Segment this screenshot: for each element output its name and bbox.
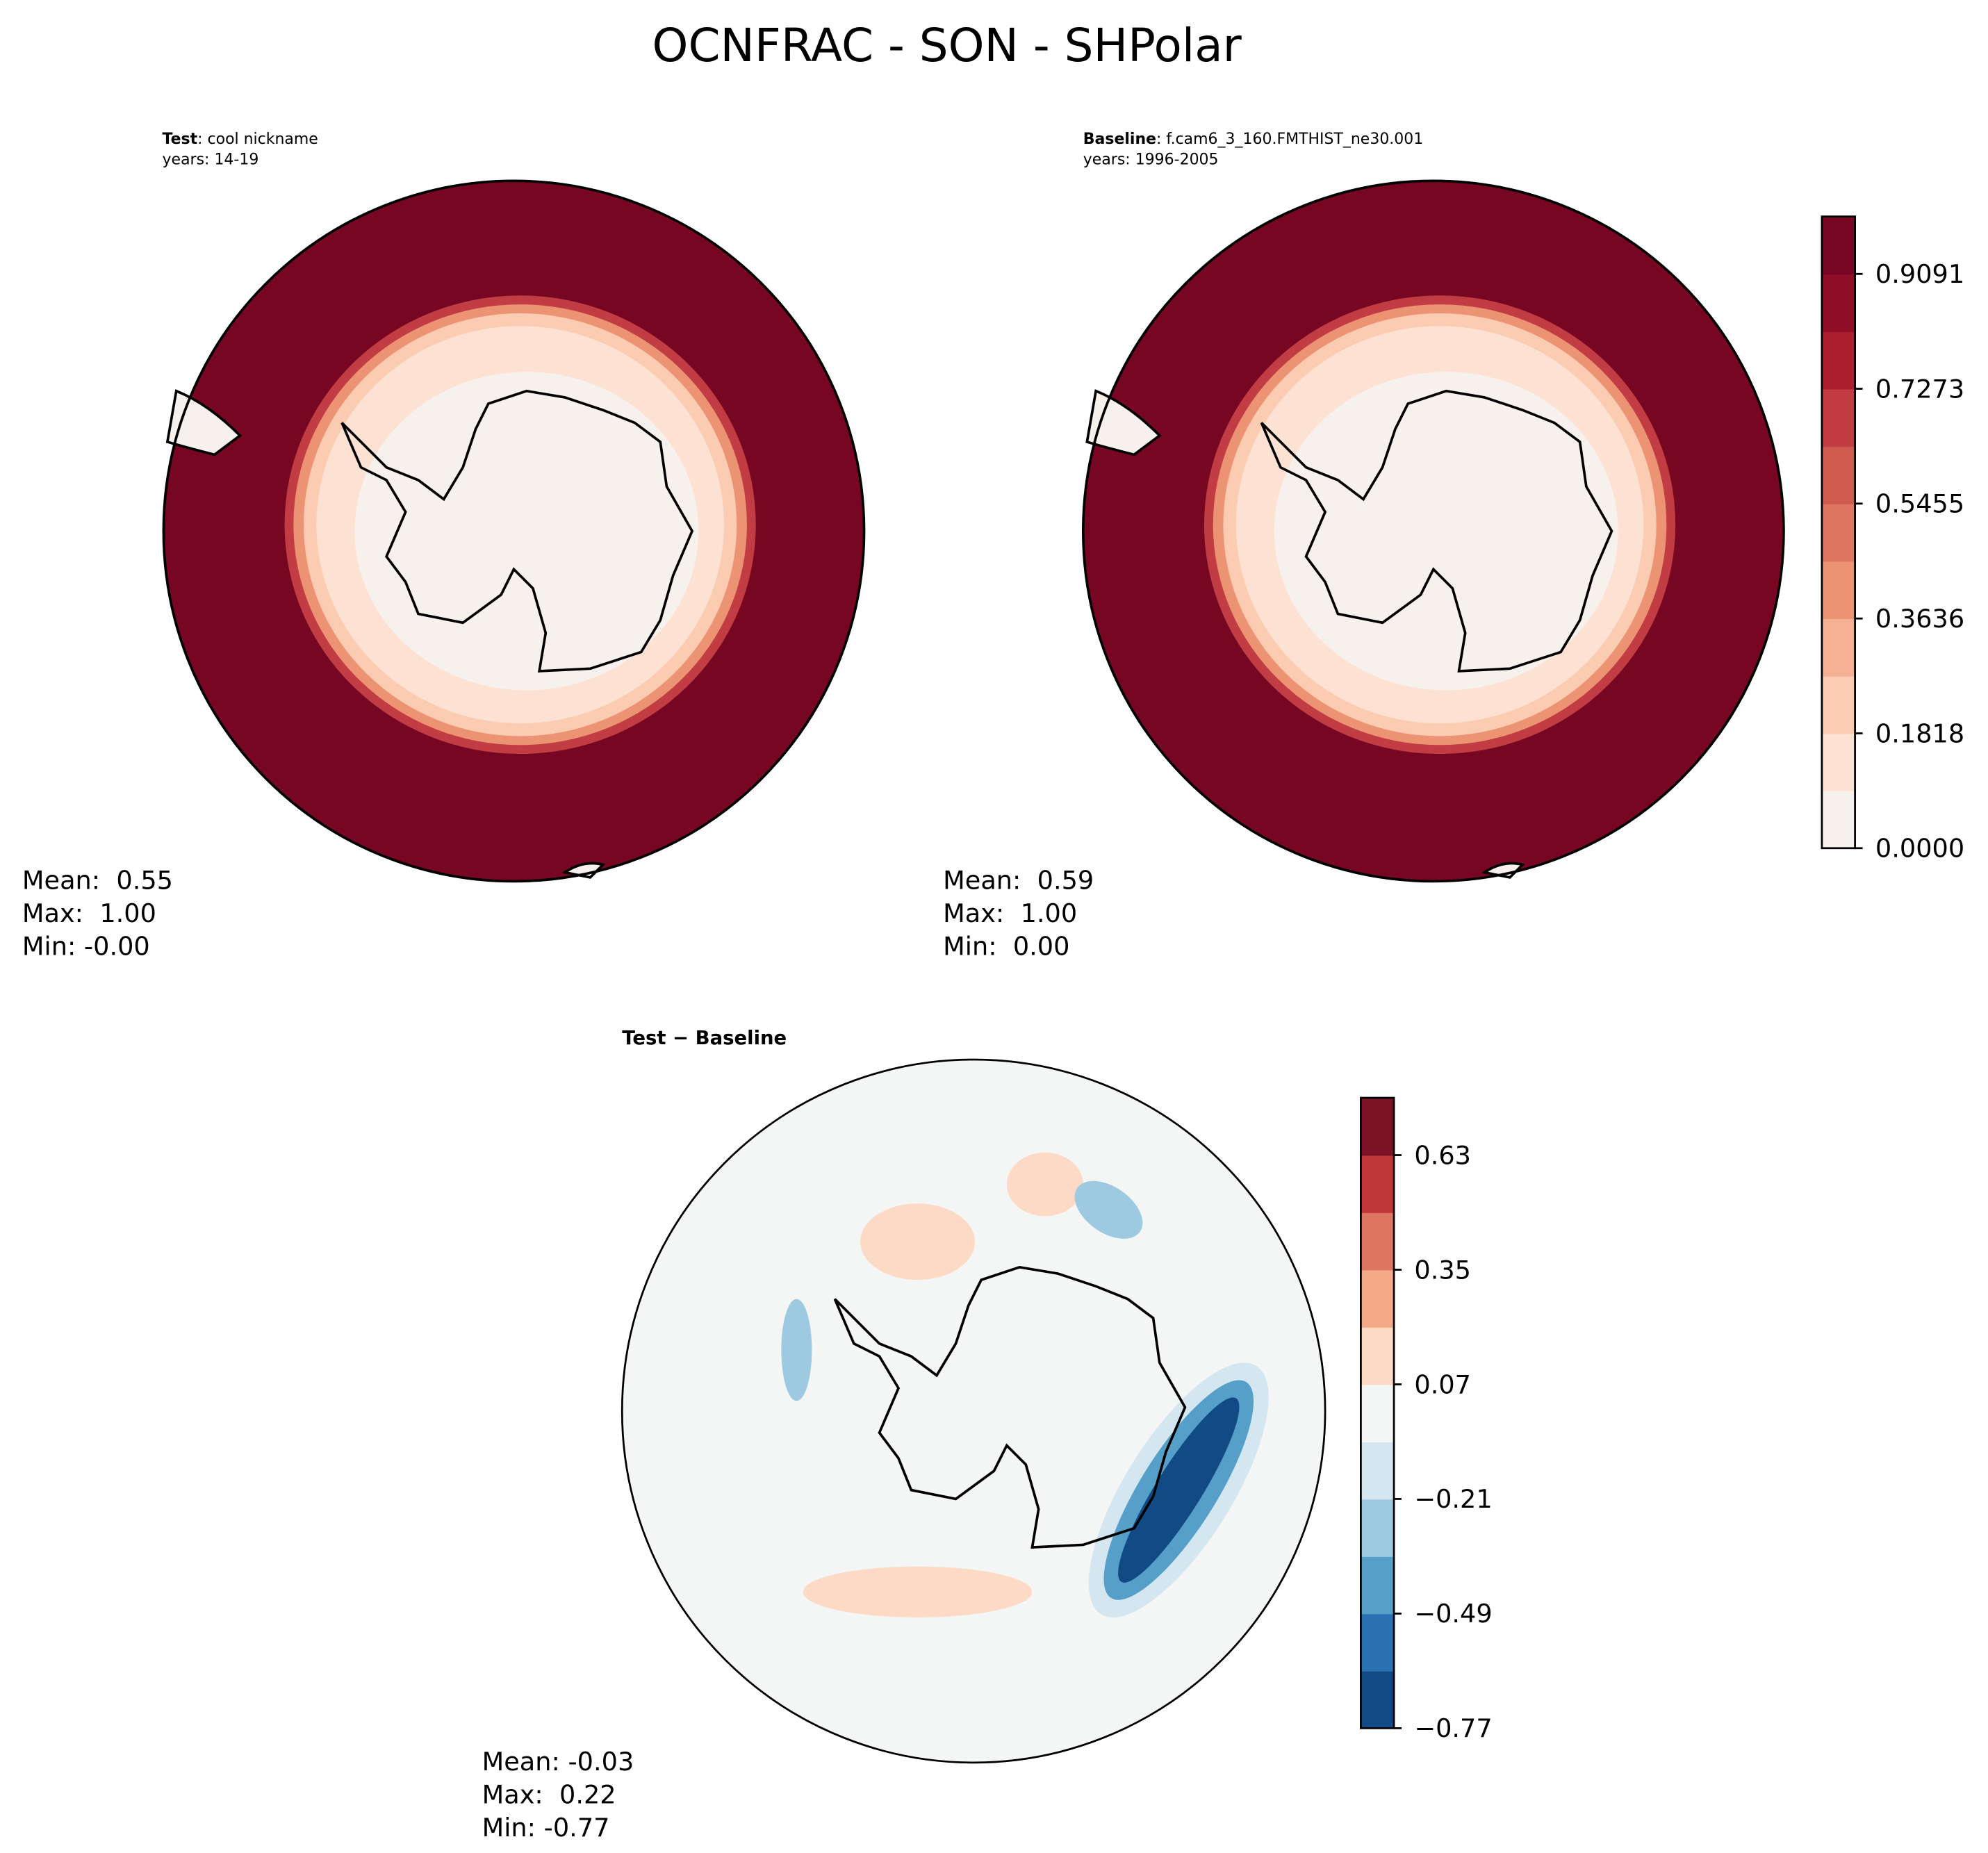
colorbar-tick-label: 0.1818 [1875, 718, 1964, 748]
panel-stat: Mean: 0.55 [22, 865, 173, 895]
colorbar-band [1361, 1384, 1395, 1442]
panel-name: Test − Baseline [622, 1027, 787, 1049]
colorbar-tick-label: 0.9091 [1875, 259, 1964, 289]
map-baseline [1081, 179, 1785, 883]
panel-stat: Max: 1.00 [22, 898, 156, 928]
colorbar-band [1361, 1212, 1395, 1271]
colorbar-band [1361, 1613, 1395, 1672]
panel-stat: Mean: 0.59 [943, 865, 1094, 895]
colorbar-band [1821, 675, 1855, 734]
colorbar-band [1361, 1155, 1395, 1213]
colorbar-tick-label: 0.35 [1414, 1255, 1471, 1285]
panel-stat: Min: -0.00 [22, 932, 150, 962]
colorbar-band [1821, 446, 1855, 504]
colorbar-tick-label: 0.7273 [1875, 374, 1964, 404]
colorbar-frame [1821, 215, 1856, 850]
colorbar-tick-label: −0.21 [1414, 1484, 1492, 1514]
panel-name: Test [163, 131, 198, 148]
map-test [162, 179, 866, 883]
colorbar-frame [1360, 1096, 1395, 1729]
panel-case: : f.cam6_3_160.FMTHIST_ne30.001 [1156, 131, 1423, 148]
panel-subtitle: Test: cool nickname [163, 131, 318, 148]
colorbar-tick-label: 0.3636 [1875, 604, 1964, 634]
colorbar-band [1361, 1269, 1395, 1328]
colorbar-band [1821, 561, 1855, 620]
colorbar-band [1361, 1098, 1395, 1156]
colorbar-band [1821, 733, 1855, 792]
panel-years: years: 1996-2005 [1083, 151, 1219, 168]
colorbar-band [1821, 503, 1855, 562]
colorbar-band [1821, 388, 1855, 447]
colorbar-band [1361, 1326, 1395, 1385]
colorbar-tick-label: 0.63 [1414, 1140, 1471, 1170]
colorbar-band [1821, 791, 1855, 849]
colorbar-band [1361, 1556, 1395, 1615]
colorbar-tick-label: −0.49 [1414, 1599, 1492, 1629]
colorbar-band [1821, 216, 1855, 275]
colorbar-band [1821, 274, 1855, 332]
panel-stat: Max: 1.00 [943, 898, 1077, 928]
colorbar-band [1361, 1499, 1395, 1557]
colorbar-tick-label: 0.0000 [1875, 834, 1964, 864]
colorbar-tick-label: 0.07 [1414, 1369, 1471, 1399]
panel-subtitle: Baseline: f.cam6_3_160.FMTHIST_ne30.001 [1083, 131, 1423, 148]
panel-stat: Mean: -0.03 [482, 1747, 634, 1777]
colorbar-band [1361, 1670, 1395, 1729]
colorbar-band [1821, 331, 1855, 390]
panel-case: : cool nickname [197, 131, 318, 148]
map-difference [621, 1058, 1326, 1764]
panel-stat: Min: -0.77 [482, 1813, 610, 1843]
colorbar-tick-label: −0.77 [1414, 1713, 1492, 1743]
panel-years: years: 14-19 [163, 151, 259, 168]
panel-stat: Max: 0.22 [482, 1780, 616, 1810]
colorbar-band [1361, 1441, 1395, 1500]
colorbar-band [1821, 618, 1855, 677]
panel-stat: Min: 0.00 [943, 932, 1069, 962]
colorbar-tick-label: 0.5455 [1875, 489, 1964, 519]
panel-name: Baseline [1083, 131, 1156, 148]
figure-title: OCNFRAC - SON - SHPolar [652, 19, 1242, 72]
